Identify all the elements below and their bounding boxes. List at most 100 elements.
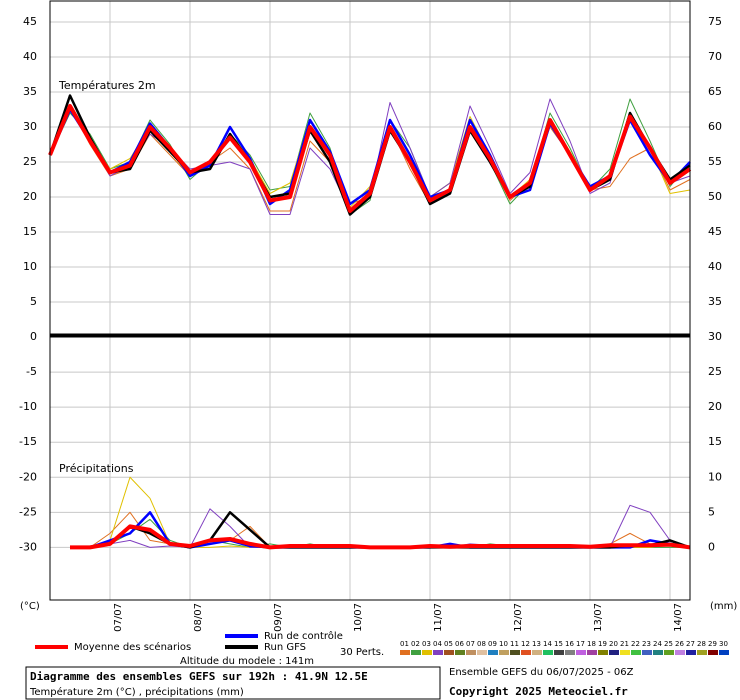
perturbation-swatch [444,650,454,655]
y-tick-label: 5 [30,295,37,308]
perturbation-swatch [565,650,575,655]
y2-tick-label: 50 [708,190,722,203]
perturbation-number: 22 [631,640,640,648]
perturbation-swatch [719,650,729,655]
y-tick-label: -5 [26,365,37,378]
y-tick-label: 35 [23,85,37,98]
perturbation-number: 26 [675,640,684,648]
perturbation-number: 15 [554,640,563,648]
perturbation-swatch [554,650,564,655]
x-tick-label: 08/07 [193,603,204,632]
perturbation-number: 19 [598,640,607,648]
perturbation-swatch [455,650,465,655]
x-tick-label: 11/07 [433,603,444,632]
altitude: Altitude du modele : 141m [180,656,314,667]
y2-tick-label: 20 [708,400,722,413]
perturbation-swatch [499,650,509,655]
perturbation-swatch [466,650,476,655]
perturbation-number: 05 [444,640,453,648]
perturbation-number: 02 [411,640,420,648]
y-tick-label: -15 [19,435,37,448]
perturbation-swatch [488,650,498,655]
y-tick-label: 45 [23,15,37,28]
plot-frame [49,0,691,338]
y-tick-label: 20 [23,190,37,203]
x-tick-label: 10/07 [353,603,364,632]
perturbation-number: 08 [477,640,486,648]
y2-tick-label: 5 [708,505,715,518]
x-tick-label: 09/07 [273,603,284,632]
perturbation-number: 07 [466,640,475,648]
box-title: Diagramme des ensembles GEFS sur 192h : … [30,670,368,683]
perturbation-number: 01 [400,640,409,648]
perturbation-swatch [675,650,685,655]
perturbation-swatch [686,650,696,655]
x-tick-label: 13/07 [593,603,604,632]
perturbation-number: 13 [532,640,541,648]
perturbation-number: 24 [653,640,662,648]
perturbation-number: 03 [422,640,431,648]
perturbation-swatch [411,650,421,655]
perturbation-number: 30 [719,640,728,648]
plot-frame [49,336,691,601]
y2-tick-label: 60 [708,120,722,133]
perturbation-line [70,511,691,548]
perturbation-number: 17 [576,640,585,648]
y-unit: (°C) [20,601,40,612]
y-tick-label: -25 [19,505,37,518]
legend-label: Run de contrôle [264,630,343,642]
copyright: Copyright 2025 Meteociel.fr [449,685,628,698]
y-tick-label: 10 [23,260,37,273]
legend-label: Run GFS [264,642,306,653]
perturbation-number: 27 [686,640,695,648]
perturbation-number: 29 [708,640,717,648]
perturbation-swatch [400,650,410,655]
perturbation-swatch [697,650,707,655]
perturbation-number: 04 [433,640,442,648]
series-line [70,524,691,550]
perturbation-swatch [642,650,652,655]
y-tick-label: -30 [19,540,37,553]
y-tick-label: 25 [23,155,37,168]
perturbation-number: 14 [543,640,552,648]
perturbation-swatch [620,650,630,655]
perturbation-swatch [609,650,619,655]
perturbations-label: 30 Perts. [340,647,384,658]
perturbation-number: 06 [455,640,464,648]
perturbation-swatch [543,650,553,655]
y2-tick-label: 10 [708,470,722,483]
perturbation-number: 10 [499,640,508,648]
perturbation-number: 28 [697,640,706,648]
y2-tick-label: 65 [708,85,722,98]
perturbation-swatch [631,650,641,655]
perturbation-swatch [587,650,597,655]
y-tick-label: 40 [23,50,37,63]
perturbation-number: 09 [488,640,497,648]
perturbation-number: 12 [521,640,530,648]
y2-tick-label: 40 [708,260,722,273]
y2-tick-label: 45 [708,225,722,238]
y-tick-label: 15 [23,225,37,238]
perturbation-number: 25 [664,640,673,648]
series-line [70,511,691,549]
perturbation-swatch [708,650,718,655]
perturbation-swatch [532,650,542,655]
x-tick-label: 07/07 [113,603,124,632]
perturbation-number: 18 [587,640,596,648]
perturbation-swatch [653,650,663,655]
perturbation-swatch [477,650,487,655]
y2-tick-label: 30 [708,330,722,343]
y-tick-label: -20 [19,470,37,483]
perturbation-number: 20 [609,640,618,648]
y2-tick-label: 0 [708,540,715,553]
perturbation-number: 16 [565,640,574,648]
y-tick-label: 0 [30,330,37,343]
y2-tick-label: 75 [708,15,722,28]
x-tick-label: 12/07 [513,603,524,632]
y2-tick-label: 55 [708,155,722,168]
y-tick-label: 30 [23,120,37,133]
perturbation-swatch [664,650,674,655]
y2-tick-label: 15 [708,435,722,448]
panel-title: Températures 2m [58,79,156,92]
